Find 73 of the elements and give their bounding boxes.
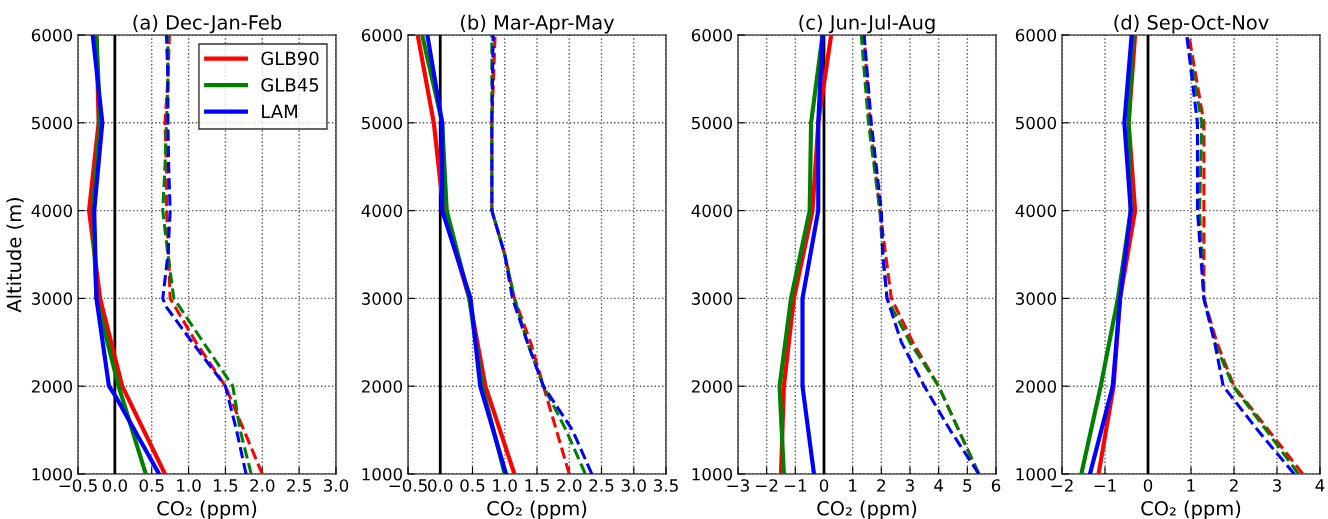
- x-tick-label: −0.5: [389, 479, 427, 492]
- x-tick-label: 3: [905, 479, 914, 492]
- y-tick-label: 1000: [32, 467, 73, 481]
- x-axis-title: CO₂ (ppm): [817, 500, 917, 519]
- x-tick-label: 2.0: [557, 479, 582, 492]
- x-tick-label: 5: [963, 479, 972, 492]
- y-tick-label: 5000: [692, 116, 733, 130]
- y-tick-label: 4000: [31, 204, 73, 218]
- x-tick-label: 4: [934, 479, 944, 492]
- y-tick-label: 3000: [691, 292, 733, 305]
- x-tick-label: 3.0: [621, 479, 646, 492]
- chart-title: (d) Sep-Oct-Nov: [1114, 14, 1269, 34]
- line-series: [800, 35, 825, 474]
- y-tick-label: 3000: [31, 292, 73, 305]
- x-tick-label: 0.0: [102, 479, 127, 492]
- x-tick-label: −1: [1094, 479, 1116, 492]
- x-tick-label: −1: [784, 479, 807, 492]
- line-series: [490, 35, 571, 474]
- x-tick-label: 0.0: [428, 479, 453, 492]
- x-tick-label: 0.5: [139, 479, 164, 492]
- legend-label: GLB45: [261, 78, 319, 92]
- y-tick-label: 2000: [1015, 380, 1057, 393]
- y-tick-label: 5000: [1016, 116, 1057, 130]
- y-tick-label: 4000: [1015, 204, 1057, 218]
- y-tick-label: 1000: [362, 467, 403, 481]
- chart-title: (c) Jun-Jul-Aug: [799, 14, 935, 34]
- y-tick-label: 6000: [31, 28, 73, 42]
- x-axis-title: CO₂ (ppm): [1141, 500, 1241, 519]
- x-tick-label: −3: [727, 479, 749, 492]
- y-tick-label: 1000: [1016, 467, 1057, 481]
- y-tick-label: 4000: [691, 204, 733, 218]
- x-tick-label: 1.0: [493, 479, 517, 492]
- legend-label: LAM: [262, 104, 297, 118]
- x-tick-label: 3.0: [324, 479, 349, 492]
- x-axis-title: CO₂ (ppm): [157, 500, 257, 519]
- y-tick-label: 5000: [362, 116, 403, 130]
- y-axis-title: Altitude (m): [6, 198, 24, 313]
- x-tick-label: −2: [1051, 479, 1073, 492]
- x-tick-label: 1.0: [177, 479, 201, 492]
- x-tick-label: 1: [849, 479, 857, 492]
- y-tick-label: 6000: [361, 28, 403, 42]
- x-tick-label: 2.5: [287, 479, 311, 492]
- y-tick-label: 2000: [31, 380, 73, 393]
- x-tick-label: 6: [991, 479, 1001, 492]
- y-tick-label: 2000: [361, 380, 403, 393]
- y-tick-label: 2000: [691, 380, 733, 393]
- x-tick-label: 3: [1272, 479, 1281, 492]
- x-axis-title: CO₂ (ppm): [487, 500, 587, 519]
- x-tick-label: 0: [819, 479, 829, 492]
- legend-label: GLB90: [261, 51, 319, 66]
- x-tick-label: 1.5: [525, 479, 549, 492]
- x-tick-label: 2.5: [589, 479, 614, 492]
- x-tick-label: 1: [1187, 479, 1195, 492]
- x-tick-label: 2: [1229, 479, 1238, 492]
- y-tick-label: 6000: [691, 28, 733, 42]
- x-tick-label: 0.5: [460, 479, 485, 492]
- line-series: [1087, 35, 1134, 474]
- y-tick-label: 1000: [692, 467, 733, 481]
- x-tick-label: 2: [877, 479, 885, 492]
- x-tick-label: 2.0: [250, 479, 275, 492]
- y-tick-label: 6000: [1015, 28, 1057, 42]
- x-tick-label: −0.5: [59, 479, 97, 492]
- x-tick-label: 3.5: [654, 479, 678, 492]
- x-tick-label: −2: [756, 479, 778, 492]
- x-tick-label: 0: [1143, 479, 1153, 492]
- x-tick-label: 4: [1315, 479, 1325, 492]
- x-tick-label: 1.5: [214, 479, 238, 492]
- y-tick-label: 4000: [361, 204, 403, 218]
- y-tick-label: 3000: [1015, 292, 1057, 305]
- chart-title: (b) Mar-Apr-May: [461, 14, 615, 34]
- y-tick-label: 3000: [361, 292, 403, 305]
- chart-title: (a) Dec-Jan-Feb: [133, 14, 282, 34]
- y-tick-label: 5000: [32, 116, 73, 130]
